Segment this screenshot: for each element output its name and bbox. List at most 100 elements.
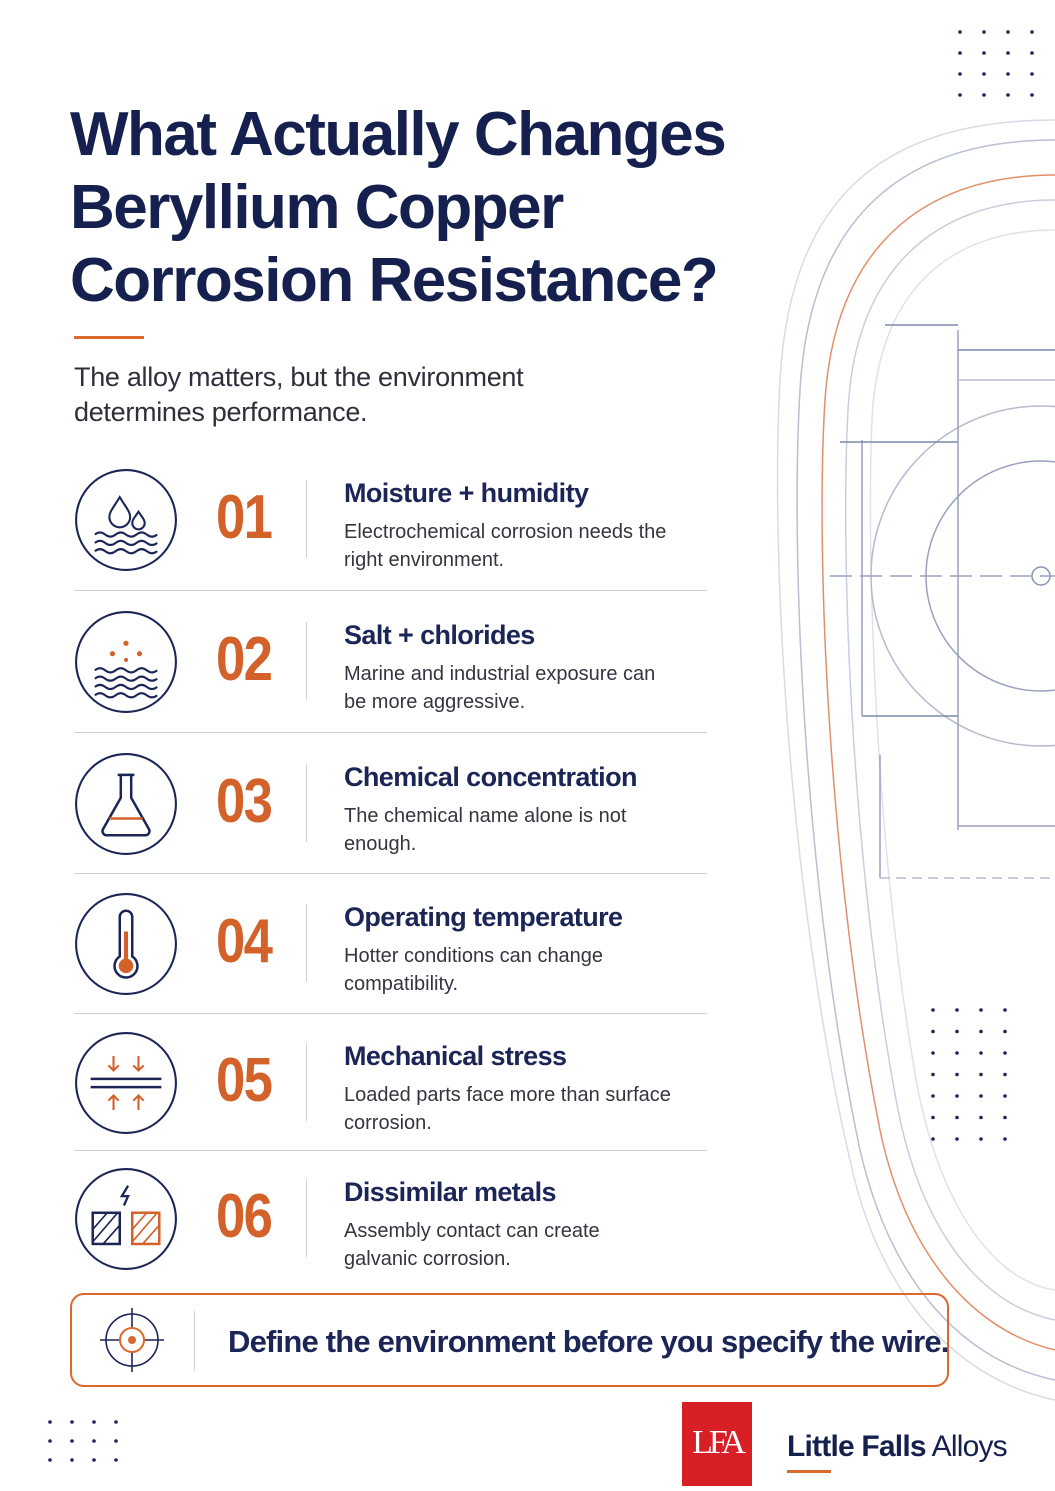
dot <box>958 72 962 76</box>
dot <box>931 1072 935 1077</box>
factor-icon <box>74 752 178 861</box>
dot <box>114 1458 118 1462</box>
icon-graphic <box>75 611 177 713</box>
dot <box>931 1008 935 1012</box>
factor-number: 02 <box>216 625 273 694</box>
dot <box>979 1072 983 1077</box>
dot <box>955 1094 959 1098</box>
dot <box>1003 1029 1007 1034</box>
dot <box>979 1115 983 1120</box>
factor-icon <box>74 892 178 1001</box>
factor-number: 01 <box>216 483 273 552</box>
separator <box>74 873 707 874</box>
title: What Actually Changes Beryllium Copper C… <box>70 98 727 317</box>
divider <box>194 1311 195 1371</box>
dot <box>70 1439 74 1443</box>
brand-bold: Little Falls <box>787 1430 927 1463</box>
factor-heading: Dissimilar metals <box>344 1177 557 1207</box>
icon-graphic <box>75 469 177 571</box>
factor-icon <box>74 610 178 719</box>
factor-heading: Salt + chlorides <box>344 620 535 650</box>
factor-heading: Mechanical stress <box>344 1041 567 1071</box>
icon-graphic <box>75 753 177 855</box>
dot <box>1003 1094 1007 1098</box>
dot <box>958 51 962 55</box>
dot <box>1006 72 1010 76</box>
divider <box>306 904 307 982</box>
dot <box>1003 1115 1007 1120</box>
dot <box>979 1008 983 1012</box>
dot <box>70 1420 74 1424</box>
dot <box>1030 30 1034 34</box>
divider <box>306 764 307 842</box>
separator <box>74 590 707 591</box>
dot <box>114 1420 118 1424</box>
dot <box>1030 72 1034 76</box>
dot <box>48 1420 52 1424</box>
dot <box>1006 93 1010 97</box>
dot <box>1003 1008 1007 1012</box>
monogram-text: LFA <box>692 1424 746 1461</box>
title-line: Corrosion Resistance? <box>70 246 719 315</box>
factor-heading: Moisture + humidity <box>344 478 589 508</box>
factor-number: 03 <box>216 767 273 836</box>
dot <box>982 72 986 76</box>
dot <box>958 30 962 34</box>
separator <box>74 732 707 733</box>
factor-number: 04 <box>216 907 273 976</box>
separator <box>74 1013 707 1014</box>
dot <box>958 93 962 97</box>
dot <box>931 1029 935 1034</box>
icon-graphic <box>75 1032 177 1134</box>
dot <box>931 1094 935 1098</box>
dot <box>979 1094 983 1098</box>
dot <box>979 1137 983 1141</box>
divider <box>306 622 307 700</box>
dot <box>1003 1051 1007 1055</box>
factor-row: 04 Operating temperature Hotter conditions… <box>70 872 707 1012</box>
accent-rule <box>74 336 144 339</box>
dot <box>1003 1137 1007 1141</box>
dot <box>114 1439 118 1443</box>
dot <box>955 1115 959 1120</box>
icon-graphic <box>75 1168 177 1270</box>
logo-monogram: LFA <box>682 1402 752 1486</box>
dot <box>1006 30 1010 34</box>
dot <box>955 1008 959 1012</box>
dot <box>1003 1072 1007 1077</box>
dot <box>92 1458 96 1462</box>
dot <box>955 1051 959 1055</box>
factor-row: 06 Dissimilar metals Assembly contact can … <box>70 1147 707 1287</box>
callout: Define the environment before you specif… <box>70 1293 949 1387</box>
factor-number: 05 <box>216 1046 273 1115</box>
dot <box>982 30 986 34</box>
divider <box>306 1043 307 1121</box>
dot <box>931 1137 935 1141</box>
factor-row: 03 Chemical concentration The chemical nam… <box>70 732 707 872</box>
factor-heading: Chemical concentration <box>344 762 637 792</box>
factor-row: 05 Mechanical stress Loaded parts face mor… <box>70 1011 707 1151</box>
dot <box>1006 51 1010 55</box>
dot <box>982 93 986 97</box>
factor-description: Loaded parts face more than surface corr… <box>344 1084 671 1134</box>
factor-description: Hotter conditions can change compatibili… <box>344 945 604 995</box>
dot <box>955 1137 959 1141</box>
factor-heading: Operating temperature <box>344 902 623 932</box>
factor-row: 02 Salt + chlorides Marine and industrial … <box>70 590 707 730</box>
separator <box>74 1150 707 1151</box>
dot <box>48 1439 52 1443</box>
brand-light: Alloys <box>931 1430 1008 1463</box>
factor-description: Assembly contact can create galvanic cor… <box>344 1220 600 1270</box>
factor-description: Electrochemical corrosion needs the righ… <box>344 521 667 571</box>
dot <box>931 1051 935 1055</box>
divider <box>306 480 307 558</box>
icon-graphic <box>75 893 177 995</box>
dot <box>1030 93 1034 97</box>
callout-text: Define the environment before you specif… <box>228 1324 949 1359</box>
dot <box>48 1458 52 1462</box>
dot <box>92 1420 96 1424</box>
dot <box>982 51 986 55</box>
title-line: Beryllium Copper <box>70 173 564 242</box>
